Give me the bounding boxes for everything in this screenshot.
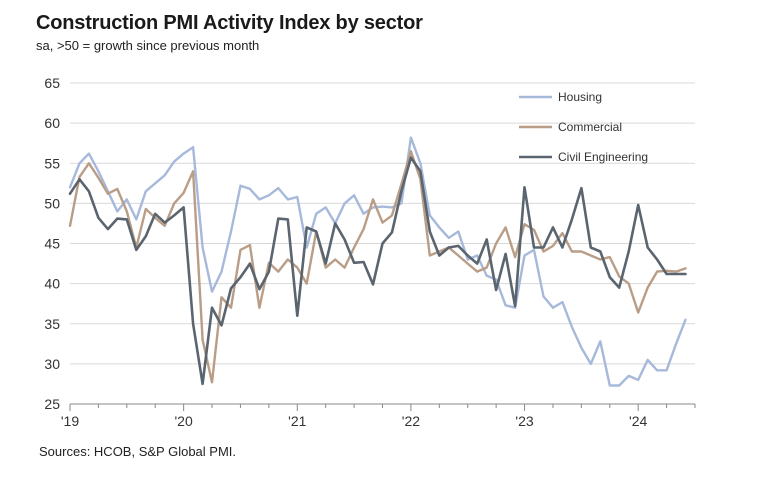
legend-label-civil-engineering: Civil Engineering (558, 150, 648, 164)
y-tick-label: 40 (44, 276, 60, 292)
x-tick-label: '22 (402, 413, 420, 429)
chart-subtitle: sa, >50 = growth since previous month (36, 38, 260, 53)
series-line-housing (68, 136, 687, 387)
x-tick-label: '24 (629, 413, 647, 429)
legend-label-commercial: Commercial (558, 120, 622, 134)
y-tick-label: 55 (44, 155, 60, 171)
x-tick-label: '19 (61, 413, 79, 429)
legend: Housing Commercial Civil Engineering (519, 90, 648, 164)
y-tick-label: 30 (44, 356, 60, 372)
y-tick-label: 60 (44, 115, 60, 131)
y-tick-label: 50 (44, 195, 60, 211)
y-tick-label: 35 (44, 316, 60, 332)
axis-layer: 25 30 35 40 45 50 55 60 65 '19 '20 '21 '22 '23 '24 (44, 75, 696, 429)
series-line-civil-engineering (68, 156, 687, 386)
series-layer (68, 136, 687, 387)
y-tick-label: 65 (44, 75, 60, 91)
legend-label-housing: Housing (558, 90, 602, 104)
y-tick-label: 45 (44, 236, 60, 252)
chart-title: Construction PMI Activity Index by secto… (36, 12, 423, 34)
x-tick-label: '23 (515, 413, 533, 429)
x-tick-label: '21 (288, 413, 306, 429)
x-tick-label: '20 (175, 413, 193, 429)
y-tick-label: 25 (44, 396, 60, 412)
series-line-commercial (68, 149, 687, 384)
source-note: Sources: HCOB, S&P Global PMI. (39, 444, 236, 459)
